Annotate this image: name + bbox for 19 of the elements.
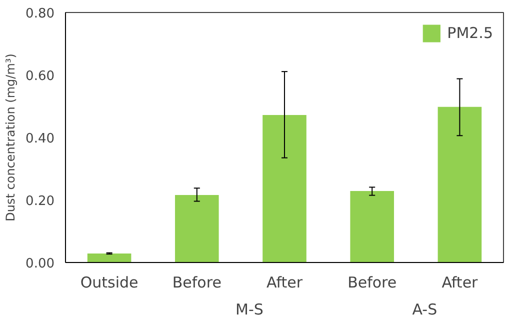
x-tick-label: After <box>266 274 304 292</box>
x-tick-label: Before <box>348 274 397 292</box>
text: M-S <box>236 300 264 318</box>
text: A-S <box>412 300 438 318</box>
bar <box>350 190 394 262</box>
y-tick-label: 0.40 <box>26 132 55 146</box>
x-tick-label: After <box>442 274 479 292</box>
y-axis-title: Dust concentration (mg/m³) <box>4 54 18 222</box>
y-tick-label: 0.20 <box>26 194 55 209</box>
bar <box>87 253 132 262</box>
y-tick-label: 0.00 <box>26 256 55 272</box>
y-tick-label: 0.60 <box>26 69 55 84</box>
x-tick-label: Outside <box>80 274 138 292</box>
bar <box>262 115 306 262</box>
legend-label: PM2.5 <box>447 24 493 42</box>
x-tick-label: Before <box>172 274 222 292</box>
y-tick-label: 0.80 <box>26 6 55 22</box>
bar <box>175 195 219 262</box>
bar <box>438 106 482 262</box>
